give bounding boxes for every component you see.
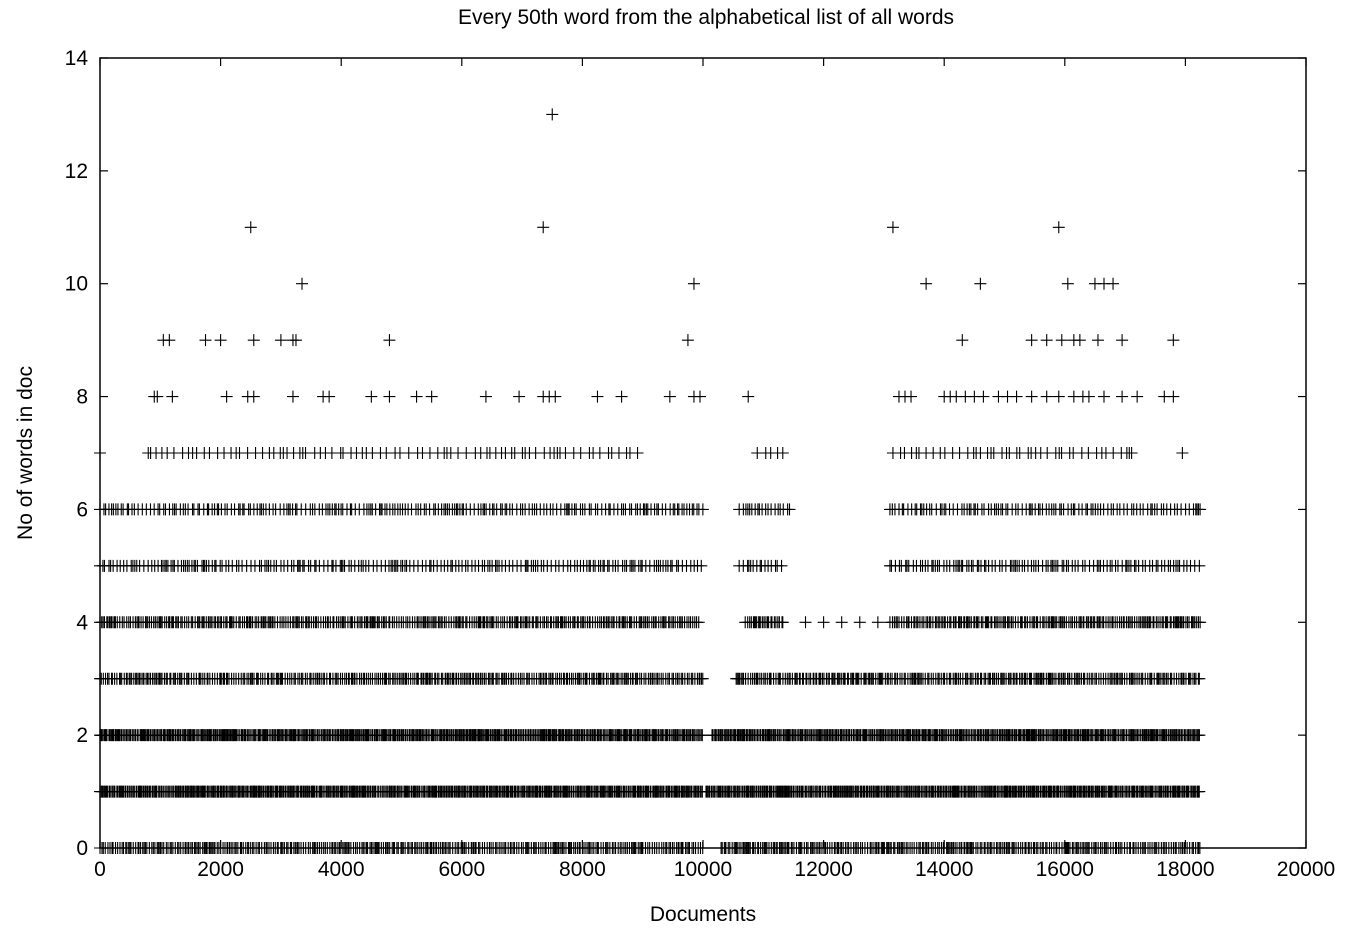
data-point bbox=[296, 277, 309, 290]
data-point bbox=[1193, 785, 1206, 798]
data-point bbox=[163, 334, 176, 347]
data-point bbox=[365, 390, 378, 403]
y-axis-title: No of words in doc bbox=[14, 366, 37, 540]
data-point bbox=[1061, 277, 1074, 290]
data-point bbox=[783, 503, 796, 516]
data-point bbox=[1194, 616, 1207, 629]
data-point bbox=[247, 334, 260, 347]
data-point bbox=[956, 334, 969, 347]
data-point bbox=[835, 616, 848, 629]
data-point bbox=[1097, 390, 1110, 403]
x-tick-label: 12000 bbox=[794, 858, 852, 881]
data-point bbox=[166, 390, 179, 403]
data-point bbox=[1116, 334, 1129, 347]
data-point bbox=[546, 108, 559, 121]
y-tick-label: 6 bbox=[76, 498, 88, 521]
data-point bbox=[687, 277, 700, 290]
y-tick-label: 2 bbox=[76, 724, 88, 747]
data-point bbox=[799, 616, 812, 629]
data-point bbox=[853, 616, 866, 629]
data-point bbox=[663, 390, 676, 403]
data-point bbox=[977, 390, 990, 403]
data-point bbox=[1082, 390, 1095, 403]
x-tick-label: 8000 bbox=[559, 858, 606, 881]
data-point bbox=[513, 390, 526, 403]
data-point bbox=[537, 221, 550, 234]
data-point bbox=[591, 390, 604, 403]
data-point bbox=[151, 390, 164, 403]
data-point bbox=[425, 390, 438, 403]
x-axis: 0 2000 4000 6000 8000 10000 12000 14000 16000 180… bbox=[94, 58, 1335, 881]
y-tick-label: 12 bbox=[65, 160, 88, 183]
data-point bbox=[1025, 334, 1038, 347]
data-point bbox=[244, 221, 257, 234]
data-point bbox=[1167, 390, 1180, 403]
data-point bbox=[631, 447, 644, 459]
data-point bbox=[742, 390, 755, 403]
data-point bbox=[214, 334, 227, 347]
x-tick-label: 20000 bbox=[1277, 858, 1335, 881]
x-tick-label: 4000 bbox=[318, 858, 365, 881]
x-tick-label: 14000 bbox=[915, 858, 973, 881]
data-point bbox=[1040, 334, 1053, 347]
data-point bbox=[479, 390, 492, 403]
data-point bbox=[974, 277, 987, 290]
data-point bbox=[199, 334, 212, 347]
chart-title: Every 50th word from the alphabetical li… bbox=[458, 6, 954, 29]
data-point bbox=[1125, 447, 1138, 459]
data-point bbox=[1040, 390, 1053, 403]
data-point bbox=[1131, 390, 1144, 403]
data-point bbox=[817, 616, 830, 629]
data-point bbox=[274, 334, 287, 347]
data-point bbox=[1010, 390, 1023, 403]
data-point bbox=[410, 390, 423, 403]
data-point bbox=[776, 616, 789, 629]
y-tick-label: 14 bbox=[65, 47, 89, 70]
data-point bbox=[615, 390, 628, 403]
data-point bbox=[383, 334, 396, 347]
x-tick-label: 10000 bbox=[674, 858, 732, 881]
data-point bbox=[247, 390, 260, 403]
data-point bbox=[681, 334, 694, 347]
data-point bbox=[905, 390, 918, 403]
data-point bbox=[1052, 390, 1065, 403]
y-tick-label: 4 bbox=[76, 611, 88, 634]
data-point bbox=[1025, 390, 1038, 403]
data-points bbox=[94, 108, 1207, 854]
data-point bbox=[289, 334, 302, 347]
y-tick-label: 0 bbox=[76, 837, 88, 860]
x-tick-label: 6000 bbox=[438, 858, 485, 881]
data-point bbox=[693, 390, 706, 403]
x-tick-label: 0 bbox=[94, 858, 106, 881]
x-axis-title: Documents bbox=[650, 903, 756, 926]
data-point bbox=[886, 221, 899, 234]
data-point bbox=[1055, 334, 1068, 347]
data-point bbox=[696, 672, 709, 685]
data-point bbox=[871, 616, 884, 629]
data-point bbox=[920, 277, 933, 290]
y-tick-label: 8 bbox=[76, 386, 88, 409]
data-point bbox=[1116, 390, 1129, 403]
x-tick-label: 18000 bbox=[1156, 858, 1214, 881]
data-point bbox=[286, 390, 299, 403]
data-point bbox=[323, 390, 336, 403]
data-point bbox=[1052, 221, 1065, 234]
data-point bbox=[1073, 334, 1086, 347]
data-point bbox=[1167, 334, 1180, 347]
data-point bbox=[1091, 334, 1104, 347]
y-tick-label: 10 bbox=[65, 273, 88, 296]
x-tick-label: 16000 bbox=[1036, 858, 1094, 881]
data-point bbox=[776, 447, 789, 459]
data-point bbox=[1176, 447, 1189, 459]
data-point bbox=[383, 390, 396, 403]
data-point bbox=[1107, 277, 1120, 290]
x-tick-label: 2000 bbox=[197, 858, 244, 881]
data-point bbox=[220, 390, 233, 403]
data-point bbox=[549, 390, 562, 403]
